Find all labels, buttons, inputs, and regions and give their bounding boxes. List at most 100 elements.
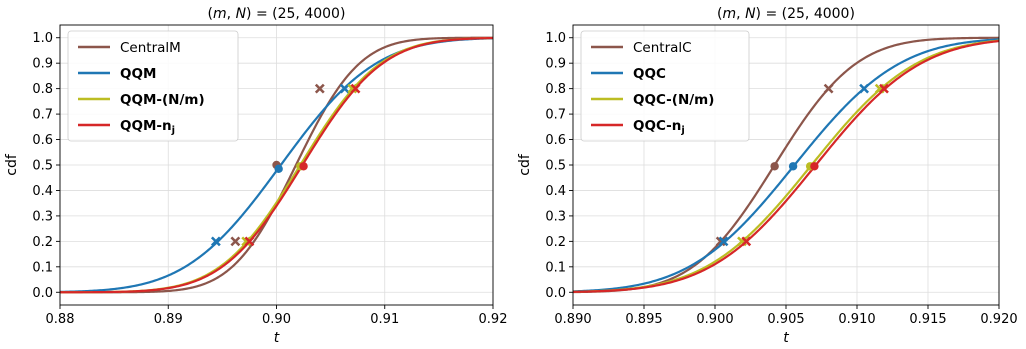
x-tick-label-1: 0.895 — [625, 312, 662, 327]
y-tick-label-8: 0.8 — [32, 82, 53, 97]
legend-label-sub-4: j — [171, 125, 175, 136]
y-tick-label-5: 0.5 — [545, 159, 566, 174]
title-part-5: ) — [246, 6, 251, 22]
title-part-1: m — [213, 6, 227, 22]
y-tick-label-2: 0.2 — [32, 235, 53, 250]
y-tick-label-8: 0.8 — [545, 82, 566, 97]
y-axis-label: cdf — [4, 153, 20, 176]
x-tick-label-0: 0.88 — [46, 312, 75, 327]
x-tick-label-5: 0.915 — [909, 312, 946, 327]
y-axis-label: cdf — [517, 153, 533, 176]
y-tick-label-0: 0.0 — [32, 286, 53, 301]
legend-label-main-2: QQM — [120, 66, 156, 82]
legend-label-main-1: CentralC — [633, 40, 692, 56]
y-tick-label-9: 0.9 — [545, 57, 566, 72]
series-markers — [715, 83, 889, 247]
marker-x-s1-0 — [230, 236, 241, 247]
title-part-0: ( — [717, 6, 722, 22]
marker-x-s4-0 — [244, 236, 255, 247]
marker-x-s2-0 — [718, 236, 729, 247]
legend-label-main-4: QQC- — [633, 118, 672, 134]
y-tick-label-6: 0.6 — [545, 133, 566, 148]
legend-label-3: QQC-(N/m) — [633, 92, 714, 108]
series-line-4 — [60, 36, 493, 294]
series-line-4 — [573, 39, 999, 293]
marker-x-s3-2 — [347, 83, 358, 94]
legend-label-n-4: n — [162, 118, 172, 134]
ticks: 0.88 0.89 0.90 0.91 0.92 0.0 0.1 0.2 0.3 0.4 0.5 0.… — [32, 31, 507, 327]
y-tick-label-3: 0.3 — [545, 209, 566, 224]
chart-panel-2: 0.890 0.895 0.900 0.905 0.910 0.915 0.920 0.0 0.… — [517, 6, 1018, 346]
title-part-4: N — [236, 6, 247, 22]
legend: CentralC QQC QQC-(N/m) QQC-nj — [580, 30, 750, 142]
marker-dot-s2-1 — [274, 164, 283, 174]
marker-x-s4-2 — [879, 83, 889, 94]
marker-x-s2-2 — [339, 83, 350, 94]
legend-label-main-2: QQC — [633, 66, 666, 82]
marker-x-s2-0 — [210, 236, 221, 247]
legend-label-main-3: QQC-(N/m) — [633, 92, 714, 108]
title-part-0: ( — [208, 6, 213, 22]
y-tick-label-4: 0.4 — [32, 184, 53, 199]
y-tick-label-7: 0.7 — [545, 108, 566, 123]
x-axis-label: t — [274, 330, 280, 346]
legend-label-1: CentralM — [120, 40, 181, 56]
title-part-6: = — [761, 6, 782, 22]
x-tick-label-0: 0.890 — [554, 312, 591, 327]
legend-label-main-4: QQM- — [120, 118, 162, 134]
series-markers — [210, 83, 361, 247]
legend-box — [67, 30, 239, 142]
x-tick-label-2: 0.90 — [262, 312, 291, 327]
chart-title: (m, N) = (25, 4000) — [208, 6, 346, 22]
series-lines — [573, 36, 999, 294]
legend-label-main-3: QQM-(N/m) — [120, 92, 205, 108]
y-tick-label-3: 0.3 — [32, 209, 53, 224]
legend-label-1: CentralC — [633, 40, 692, 56]
ticks: 0.890 0.895 0.900 0.905 0.910 0.915 0.920 0.0 0.… — [545, 31, 1017, 327]
y-tick-label-0: 0.0 — [545, 286, 566, 301]
title-part-1: m — [723, 6, 737, 22]
y-tick-label-1: 0.1 — [545, 260, 566, 275]
marker-dot-s2-1 — [788, 162, 798, 171]
legend-label-n-4: n — [672, 118, 682, 134]
y-tick-label-4: 0.4 — [545, 184, 566, 199]
title-part-6: = — [252, 6, 273, 22]
title-part-5: ) — [756, 6, 761, 22]
marker-x-s1-2 — [823, 83, 834, 94]
y-tick-label-2: 0.2 — [545, 235, 566, 250]
marker-dot-s1-1 — [770, 162, 779, 171]
chart-title: (m, N) = (25, 4000) — [717, 6, 855, 22]
legend-label-main-1: CentralM — [120, 40, 181, 56]
y-tick-label-7: 0.7 — [32, 108, 53, 123]
title-part-4: N — [745, 6, 756, 22]
marker-x-s4-2 — [350, 83, 361, 94]
legend-label-2: QQM — [120, 66, 156, 82]
y-tick-label-9: 0.9 — [32, 57, 53, 72]
legend-label-sub-4: j — [680, 125, 684, 136]
legend-label-2: QQC — [633, 66, 666, 82]
marker-x-s2-2 — [859, 83, 870, 94]
y-tick-label-10: 1.0 — [32, 31, 53, 46]
y-tick-label-5: 0.5 — [32, 159, 53, 174]
x-tick-label-1: 0.89 — [154, 312, 183, 327]
legend: CentralM QQM QQM-(N/m) QQM-nj — [67, 30, 239, 142]
x-tick-label-3: 0.91 — [370, 312, 399, 327]
x-axis-label: t — [783, 330, 789, 346]
marker-dot-s4-1 — [299, 162, 308, 171]
x-tick-label-6: 0.920 — [980, 312, 1017, 327]
x-tick-label-2: 0.900 — [696, 312, 733, 327]
y-tick-label-1: 0.1 — [32, 260, 53, 275]
marker-x-s1-0 — [715, 236, 726, 247]
chart-panel-1: 0.88 0.89 0.90 0.91 0.92 0.0 0.1 0.2 0.3 0.4 0.5 0.… — [4, 6, 507, 346]
y-tick-label-10: 1.0 — [545, 31, 566, 46]
legend-label-4: QQM-nj — [120, 118, 175, 136]
legend-label-4: QQC-nj — [633, 118, 685, 136]
x-tick-label-4: 0.910 — [838, 312, 875, 327]
marker-dot-s4-1 — [810, 162, 819, 171]
title-part-7: (25, 4000) — [782, 6, 855, 22]
legend-box — [580, 30, 750, 142]
x-tick-label-3: 0.905 — [767, 312, 804, 327]
x-tick-label-4: 0.92 — [479, 312, 508, 327]
marker-x-s3-0 — [241, 236, 252, 247]
